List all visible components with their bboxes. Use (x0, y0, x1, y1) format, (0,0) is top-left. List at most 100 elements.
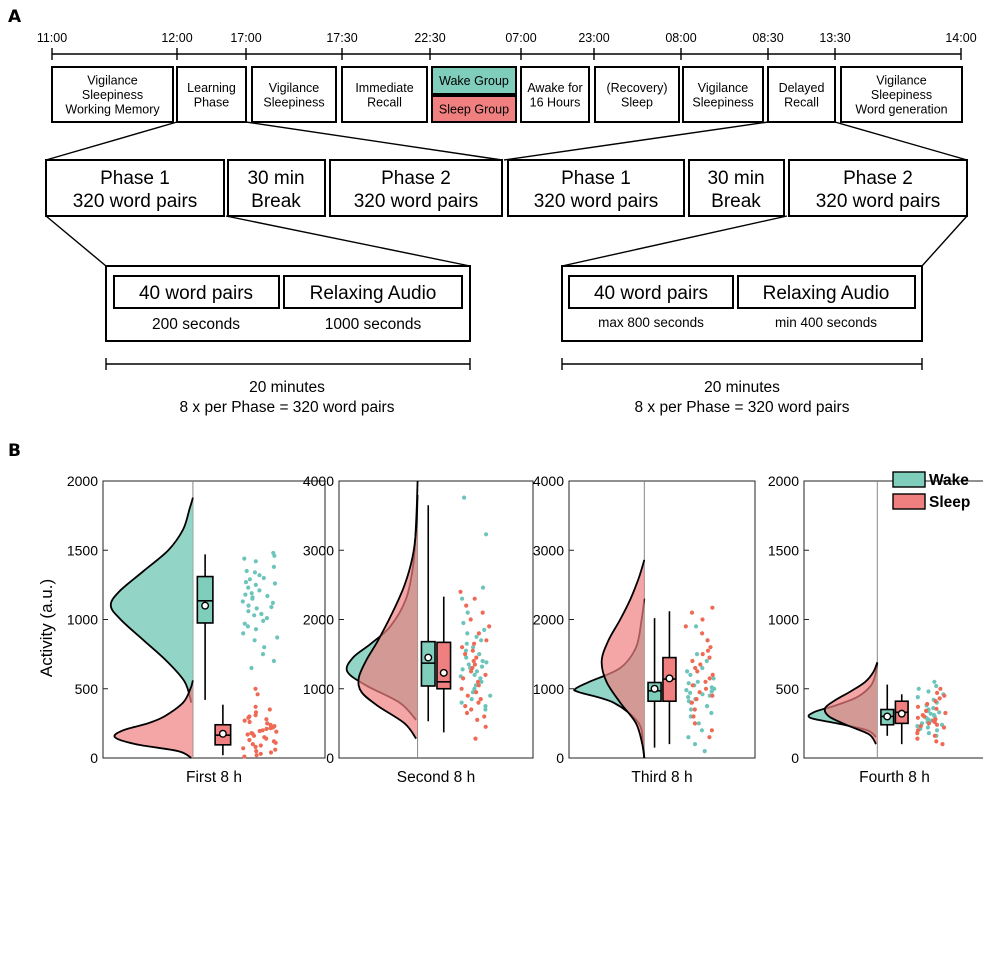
sleep-point (273, 747, 278, 752)
wake-point (711, 676, 716, 681)
sleep-point (258, 743, 263, 748)
sleep-point (707, 735, 712, 740)
sleep-point (255, 692, 260, 697)
panel-a-schematic: A 11:00 12:00 17:00 17:30 22:30 07:00 23:00 08:… (8, 7, 977, 416)
sleep-point (264, 717, 269, 722)
wake-violin-outline (109, 497, 194, 703)
y-tick-label: 0 (326, 750, 334, 766)
subplot-4: 0 500 1000 1500 2000 Fourth 8 h (768, 473, 983, 786)
wake-point (479, 664, 485, 669)
y-tick-label: 1000 (303, 681, 334, 697)
wake-point (709, 689, 714, 694)
wake-point (246, 603, 251, 608)
wake-point (259, 611, 264, 617)
timeline-tick-label: 08:30 (752, 31, 783, 45)
sleep-point (943, 710, 948, 716)
wake-point (261, 618, 266, 624)
recall-duration: 20 minutes (704, 379, 780, 396)
wake-point (271, 658, 276, 664)
plot-frame (338, 480, 534, 759)
wake-point (275, 635, 280, 640)
sleep-point (474, 690, 479, 695)
sleep-point (465, 693, 470, 698)
wake-point (693, 624, 699, 629)
panel-a-letter: A (8, 7, 22, 27)
wake-point (931, 706, 936, 711)
sleep-violin-outline (357, 494, 419, 740)
wake-point (926, 689, 931, 694)
sleep-point (689, 700, 695, 705)
sleep-point (925, 701, 930, 707)
sleep-violin-fill (358, 494, 418, 739)
sleep-point (926, 721, 932, 726)
wake-point (464, 641, 469, 646)
sleep-point (475, 679, 481, 684)
sleep-point (483, 672, 488, 678)
sleep-point (915, 736, 920, 741)
wake-point (925, 725, 931, 730)
stage-label: Awake for (527, 81, 582, 95)
sleep-point (476, 631, 481, 636)
stage-label: Learning (187, 81, 236, 95)
sleep-point (463, 704, 468, 709)
wake-box-mean (883, 712, 892, 721)
wake-point (937, 710, 942, 715)
sleep-point (253, 713, 258, 718)
sleep-point (940, 742, 945, 747)
wake-point (254, 606, 259, 611)
wake-point (249, 591, 254, 596)
timeline-tick-label: 17:00 (230, 31, 261, 45)
wake-point (252, 613, 257, 618)
wake-point (482, 627, 487, 633)
sleep-point (470, 665, 475, 671)
sleep-point (250, 742, 255, 747)
recall-block-audio: Relaxing Audio (763, 283, 890, 304)
sleep-point (464, 710, 470, 716)
sleep-violin-fill (824, 662, 878, 745)
learning-per-phase: 8 x per Phase = 320 word pairs (180, 399, 395, 416)
subplot-1: 0 500 1000 1500 2000 First 8 h (67, 473, 326, 786)
wake-point (488, 693, 493, 698)
sleep-point (267, 707, 272, 712)
sleep-point (484, 638, 489, 643)
wake-point (479, 638, 484, 643)
y-tick-label: 2000 (67, 473, 98, 489)
x-axis-label: Third 8 h (631, 769, 692, 786)
sleep-point (474, 655, 479, 660)
sleep-point (692, 721, 698, 726)
stage-box (431, 95, 517, 123)
wake-point (257, 588, 262, 593)
stage-box (251, 66, 337, 123)
wake-point (695, 679, 700, 684)
recall-per-phase: 8 x per Phase = 320 word pairs (635, 399, 850, 416)
sleep-point (258, 751, 263, 756)
legend-label: Sleep (929, 494, 970, 511)
y-tick-label: 0 (556, 750, 564, 766)
sleep-point (247, 737, 252, 743)
recall-block-pairs: 40 word pairs (594, 283, 708, 304)
wake-point (265, 593, 270, 599)
stage-label: Vigilance (269, 81, 320, 95)
sleep-point (268, 750, 274, 755)
sleep-point (265, 721, 270, 726)
sleep-point (468, 617, 473, 622)
sleep-point (473, 736, 478, 741)
wake-point (246, 585, 251, 590)
wake-point (712, 686, 717, 691)
wake-point (699, 728, 705, 733)
sleep-point (707, 655, 712, 660)
stage-box (51, 66, 174, 123)
subplot-3: 0 1000 2000 3000 4000 Third 8 h (533, 473, 756, 786)
sleep-point (710, 693, 715, 698)
sleep-point (472, 596, 477, 601)
stage-box (767, 66, 836, 123)
stage-label: Wake Group (439, 74, 509, 88)
wake-point (688, 672, 693, 678)
y-tick-label: 1500 (67, 542, 98, 558)
stage-box (682, 66, 764, 123)
sleep-violin-fill (114, 680, 193, 758)
stage-label: Immediate (355, 81, 413, 95)
expansion-connectors (45, 121, 968, 267)
sleep-violin-outline (113, 680, 194, 759)
wake-point (460, 596, 465, 601)
